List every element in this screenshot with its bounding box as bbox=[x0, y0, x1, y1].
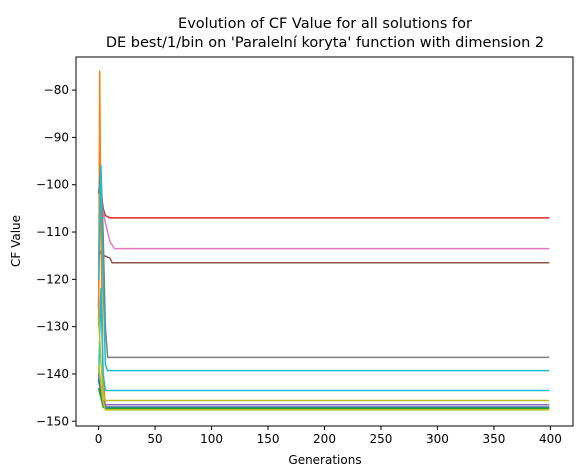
ticks-layer: 0 50 100 150 200 250 300 350 400 −150 −140 −130 −120… bbox=[36, 83, 562, 446]
x-tick-label: 150 bbox=[257, 432, 280, 446]
x-tick-label: 350 bbox=[482, 432, 505, 446]
y-tick-label: −120 bbox=[36, 272, 69, 286]
x-tick-label: 400 bbox=[539, 432, 562, 446]
plot-frame bbox=[75, 56, 574, 427]
y-tick-label: −100 bbox=[36, 178, 69, 192]
x-tick-label: 250 bbox=[370, 432, 393, 446]
series-layer bbox=[97, 70, 550, 411]
x-tick-label: 200 bbox=[313, 432, 336, 446]
x-tick-label: 0 bbox=[95, 432, 103, 446]
y-tick-label: −110 bbox=[36, 225, 69, 239]
x-tick-label: 300 bbox=[426, 432, 449, 446]
series-line-10 bbox=[97, 378, 550, 408]
x-tick-label: 50 bbox=[147, 432, 162, 446]
y-tick-label: −80 bbox=[44, 83, 69, 97]
series-line-2 bbox=[98, 203, 550, 250]
y-tick-label: −90 bbox=[44, 130, 69, 144]
series-line-3 bbox=[97, 250, 550, 264]
series-line-12 bbox=[97, 364, 550, 411]
y-tick-label: −130 bbox=[36, 320, 69, 334]
series-line-6 bbox=[97, 165, 550, 372]
y-axis-label: CF Value bbox=[9, 215, 23, 267]
series-line-8 bbox=[97, 317, 550, 402]
series-line-7 bbox=[97, 288, 550, 392]
y-tick-label: −150 bbox=[36, 414, 69, 428]
series-line-1 bbox=[97, 174, 550, 308]
series-line-5 bbox=[97, 165, 550, 359]
y-tick-label: −140 bbox=[36, 367, 69, 381]
chart-title-line-1: Evolution of CF Value for all solutions … bbox=[178, 16, 472, 32]
x-axis-label: Generations bbox=[288, 453, 361, 467]
series-line-11 bbox=[97, 387, 550, 410]
chart-title-line-2: DE best/1/bin on 'Paralelní koryta' func… bbox=[106, 35, 544, 51]
x-tick-label: 100 bbox=[200, 432, 223, 446]
